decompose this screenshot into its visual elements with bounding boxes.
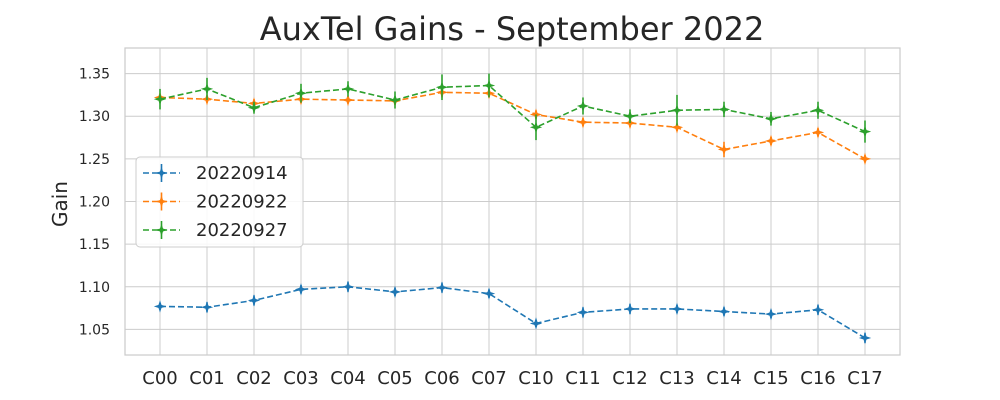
data-point: [529, 121, 543, 134]
x-tick-label: C07: [471, 368, 506, 389]
x-tick-label: C17: [847, 368, 882, 389]
x-tick-label: C11: [565, 368, 600, 389]
plot-frame: [124, 47, 901, 356]
data-point: [670, 104, 684, 117]
data-point: [155, 166, 168, 180]
data-point: [155, 195, 168, 208]
legend-label: 20220922: [196, 192, 288, 213]
data-point: [858, 331, 872, 345]
data-point: [670, 302, 684, 316]
x-tick-label: C10: [518, 368, 553, 389]
legend-box: [135, 156, 304, 248]
data-point: [811, 303, 825, 316]
y-tick-label: 1.20: [79, 195, 110, 211]
legend[interactable]: 20220914 20220922 20220927: [135, 156, 304, 248]
x-tick-label: C16: [800, 368, 835, 389]
data-point: [294, 283, 308, 296]
data-point: [247, 101, 261, 114]
data-point: [341, 93, 355, 107]
data-point: [247, 294, 261, 307]
x-tick-labels: C00 C01 C02 C03 C04 C05 C06 C07 C10 C11 C12 C13 C14 C…: [142, 368, 882, 389]
data-point: [435, 81, 449, 94]
y-tick-labels: 1.05 1.10 1.15 1.20 1.25 1.30 1.35: [79, 67, 110, 339]
x-tick-label: C06: [424, 368, 459, 389]
data-point: [294, 87, 308, 100]
data-point: [341, 280, 355, 293]
chart-title: AuxTel Gains - September 2022: [260, 10, 765, 48]
x-tick-label: C05: [377, 368, 412, 389]
data-point: [623, 302, 637, 316]
data-point: [576, 99, 590, 113]
data-point: [153, 300, 167, 313]
x-tick-label: C00: [142, 368, 177, 389]
x-tick-label: C04: [330, 368, 365, 389]
data-point: [200, 301, 214, 314]
y-axis-label: Gain: [48, 181, 72, 227]
data-point: [153, 92, 167, 106]
series-line: [159, 285, 866, 339]
data-point: [717, 103, 731, 116]
data-point: [482, 79, 496, 92]
y-tick-label: 1.30: [79, 109, 110, 125]
legend-item[interactable]: 20220922: [143, 192, 288, 213]
x-tick-label: C14: [706, 368, 741, 389]
y-tick-label: 1.10: [79, 280, 110, 296]
data-point: [482, 287, 496, 300]
data-point: [623, 110, 637, 123]
data-point: [858, 125, 872, 138]
legend-item[interactable]: 20220914: [143, 163, 288, 184]
y-tick-label: 1.05: [79, 322, 110, 338]
x-tick-label: C03: [283, 368, 318, 389]
data-point: [200, 82, 214, 96]
legend-label: 20220927: [196, 220, 288, 241]
data-point: [529, 317, 543, 330]
legend-label: 20220914: [196, 163, 288, 184]
legend-item[interactable]: 20220927: [143, 220, 288, 241]
data-point: [388, 93, 402, 107]
x-tick-label: C15: [753, 368, 788, 389]
data-point: [764, 112, 778, 125]
y-tick-label: 1.15: [79, 237, 110, 253]
y-tick-label: 1.25: [79, 152, 110, 168]
data-point: [341, 82, 355, 96]
x-tick-label: C13: [659, 368, 694, 389]
series-line: [159, 84, 866, 133]
series-20220914: [153, 280, 872, 345]
data-point: [435, 281, 449, 294]
series-line: [159, 91, 866, 160]
y-tick-label: 1.35: [79, 67, 110, 83]
data-point: [155, 223, 168, 237]
data-point: [858, 152, 872, 166]
data-point: [717, 305, 731, 318]
data-point: [764, 134, 778, 148]
x-tick-label: C12: [612, 368, 647, 389]
x-tick-label: C01: [189, 368, 224, 389]
data-point: [717, 143, 731, 156]
data-point: [811, 104, 825, 117]
x-tick-label: C02: [236, 368, 271, 389]
series-20220927: [153, 73, 872, 143]
series-20220922: [153, 86, 872, 166]
data-point: [811, 126, 825, 139]
data-point: [388, 285, 402, 299]
data-point: [576, 116, 590, 129]
data-point: [764, 307, 778, 321]
series-layer: [153, 73, 872, 345]
data-point: [670, 121, 684, 134]
data-point: [576, 306, 590, 319]
